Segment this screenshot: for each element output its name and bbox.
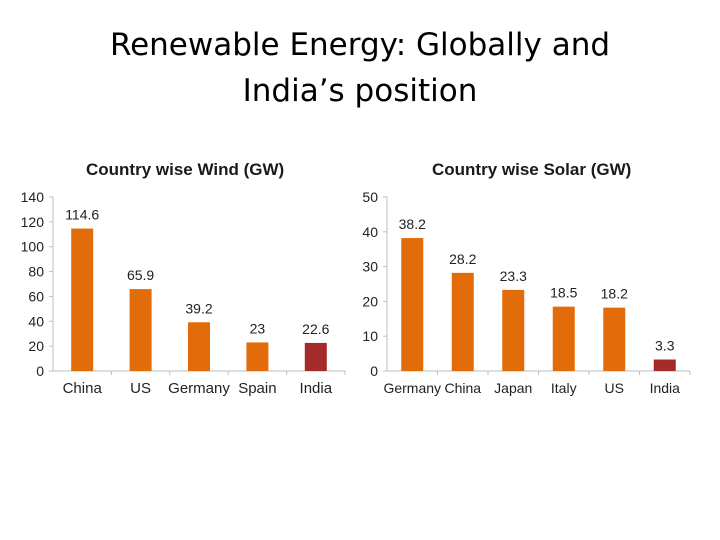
- solar-chart-plot: 0 10 20 30 40 50 38.2 Germany 28.2 China 23.3 Japan…: [362, 189, 691, 396]
- wind-chart-title: Country wise Wind (GW): [86, 160, 285, 179]
- wind-chart: Country wise Wind (GW) 0 20 40 60 80 100 120 14…: [10, 148, 350, 410]
- solar-bar-italy: [552, 306, 575, 371]
- wind-value-label: 39.2: [185, 300, 212, 316]
- wind-value-label: 22.6: [302, 321, 329, 337]
- solar-value-label: 38.2: [399, 216, 426, 232]
- solar-category-label: Japan: [494, 380, 532, 396]
- solar-value-label: 18.2: [601, 286, 628, 302]
- wind-y-tick-label: 120: [21, 214, 45, 230]
- wind-category-label: China: [63, 380, 103, 397]
- wind-category-label: Spain: [238, 380, 276, 397]
- slide-title: Renewable Energy: Globally and India’s p…: [0, 22, 720, 114]
- wind-y-tick-label: 40: [28, 313, 44, 329]
- wind-bar-us: [129, 289, 152, 371]
- wind-y-tick-label: 140: [21, 189, 45, 205]
- wind-chart-plot: 0 20 40 60 80 100 120 140 114.6 China 65.9 US 39.2 Ge…: [21, 189, 346, 397]
- wind-category-label: India: [300, 380, 333, 397]
- solar-bar-germany: [401, 238, 424, 371]
- solar-category-label: US: [605, 380, 624, 396]
- wind-y-tick-label: 0: [36, 363, 44, 379]
- solar-y-tick-label: 10: [362, 328, 378, 344]
- wind-bar-china: [71, 228, 94, 371]
- solar-value-label: 3.3: [655, 338, 675, 354]
- solar-value-label: 18.5: [550, 285, 577, 301]
- solar-value-label: 28.2: [449, 251, 476, 267]
- wind-value-label: 23: [250, 320, 266, 336]
- slide-title-line-1: Renewable Energy: Globally and: [109, 27, 611, 63]
- solar-chart-title: Country wise Solar (GW): [432, 160, 632, 179]
- solar-category-label: Germany: [383, 380, 441, 396]
- solar-y-tick-label: 40: [362, 224, 378, 240]
- wind-y-tick-label: 80: [28, 264, 44, 280]
- solar-y-tick-label: 0: [370, 363, 378, 379]
- wind-category-label: Germany: [168, 380, 230, 397]
- wind-bar-spain: [246, 342, 269, 371]
- wind-y-tick-label: 20: [28, 338, 44, 354]
- solar-category-label: China: [444, 380, 481, 396]
- solar-bar-china: [451, 272, 474, 371]
- wind-bar-germany: [188, 322, 210, 371]
- solar-y-tick-label: 20: [362, 293, 378, 309]
- solar-value-label: 23.3: [500, 268, 527, 284]
- wind-bar-india: [304, 342, 327, 371]
- solar-y-tick-label: 50: [362, 189, 378, 205]
- solar-category-label: India: [650, 380, 681, 396]
- wind-value-label: 65.9: [127, 267, 154, 283]
- wind-category-label: US: [130, 380, 151, 397]
- solar-y-tick-label: 30: [362, 259, 378, 275]
- solar-chart: Country wise Solar (GW) 0 10 20 30 40 50 38.2 G…: [352, 148, 702, 410]
- wind-value-label: 114.6: [65, 207, 99, 223]
- solar-bar-us: [603, 307, 626, 371]
- wind-y-tick-label: 60: [28, 288, 44, 304]
- solar-bar-india: [653, 359, 676, 371]
- slide-title-line-2: India’s position: [242, 73, 478, 109]
- solar-bar-japan: [502, 289, 525, 371]
- solar-category-label: Italy: [551, 380, 577, 396]
- wind-y-tick-label: 100: [21, 239, 45, 255]
